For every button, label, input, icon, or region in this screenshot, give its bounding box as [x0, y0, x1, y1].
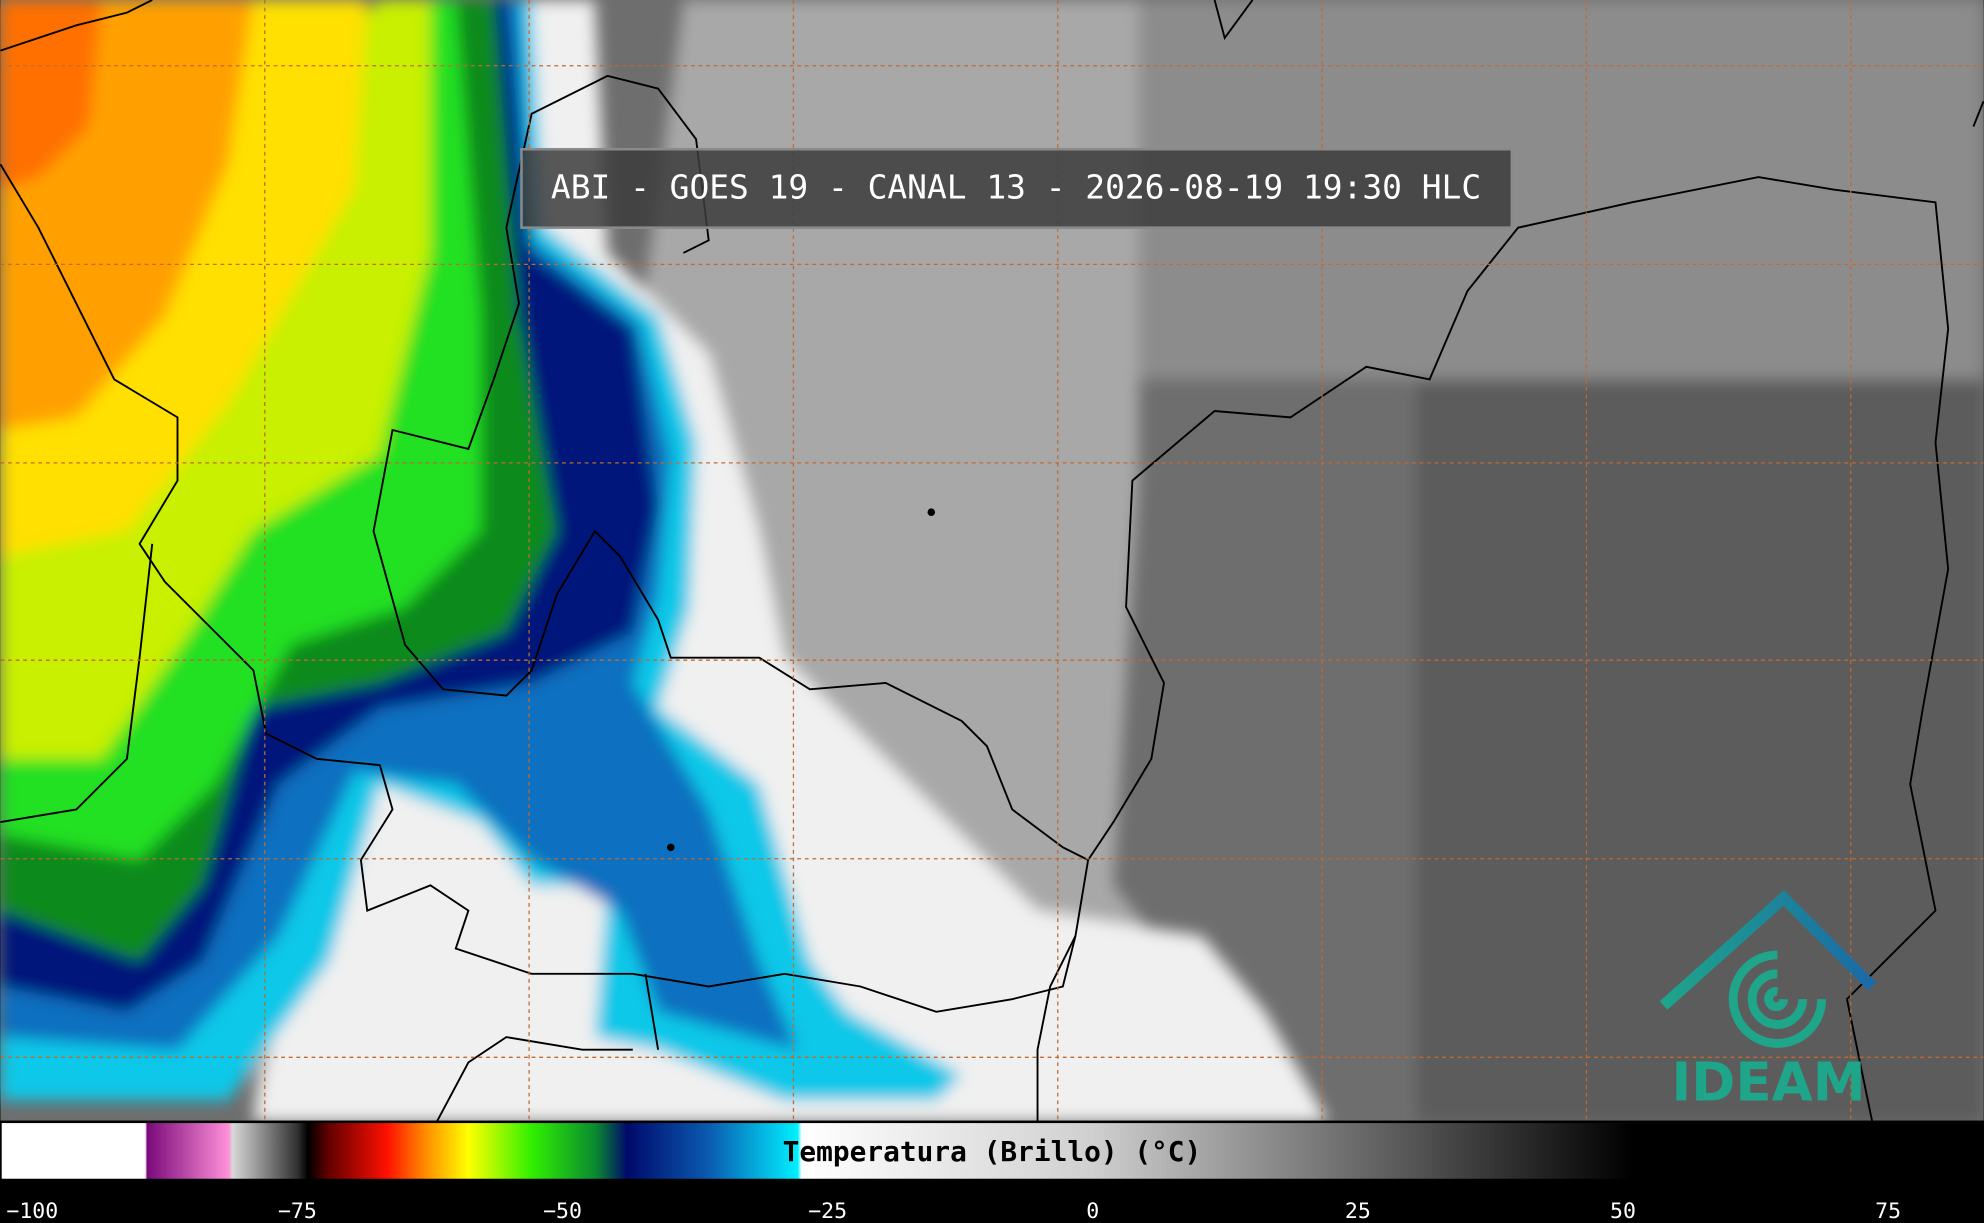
cloud-fields: [0, 0, 1984, 1122]
tick-label: 0: [1086, 1199, 1099, 1223]
tick-label: 50: [1610, 1199, 1636, 1223]
tick-label: 75: [1875, 1199, 1901, 1223]
tick-label: 25: [1345, 1199, 1371, 1223]
title-box: ABI - GOES 19 - CANAL 13 - 2026-08-19 19…: [520, 147, 1514, 229]
imagery: [0, 0, 1984, 1122]
title-background: [520, 147, 1514, 229]
tick-label: −50: [543, 1199, 582, 1223]
colorbar-label: Temperatura (Brillo) (°C): [783, 1135, 1202, 1168]
title: ABI - GOES 19 - CANAL 13 - 2026-08-19 19…: [551, 168, 1481, 207]
logo-roof: [1659, 890, 1877, 1010]
logo: IDEAM: [1659, 890, 1877, 1113]
tick-label: −100: [6, 1199, 58, 1223]
logo-text: IDEAM: [1672, 1051, 1866, 1113]
tick-label: −25: [808, 1199, 847, 1223]
graticule: [0, 0, 1984, 1122]
borders: [0, 0, 1984, 1123]
city-dot: [927, 508, 936, 517]
colorbar: Temperatura (Brillo) (°C) −100 −75 −50 −25 0…: [0, 1120, 1984, 1223]
logo-swirl: [1728, 950, 1827, 1048]
tick-label: −75: [278, 1199, 317, 1223]
city-dot: [666, 843, 675, 852]
